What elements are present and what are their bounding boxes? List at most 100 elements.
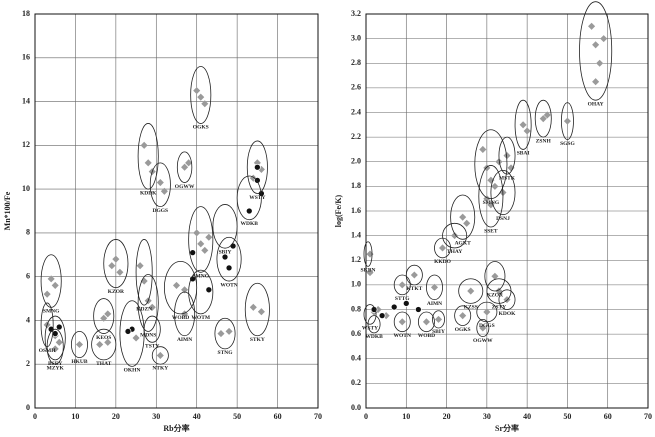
x-tick-label: 50 xyxy=(563,412,571,421)
group-label: THAY xyxy=(447,249,462,255)
group-label: WDKB xyxy=(241,221,259,227)
data-point xyxy=(140,141,148,149)
y-tick-label: 2 xyxy=(26,359,30,368)
group-ellipse xyxy=(188,206,214,273)
y-axis-label: Mn*100/Fe xyxy=(3,191,12,230)
group-label: SKBN xyxy=(361,268,376,274)
y-tick-label: 1.6 xyxy=(351,206,361,215)
y-tick-label: 3.0 xyxy=(351,33,361,42)
data-point xyxy=(181,163,189,171)
plot-frame xyxy=(34,13,319,409)
data-point xyxy=(523,127,531,135)
x-tick-label: 40 xyxy=(193,412,201,421)
group-label: TSTY xyxy=(145,344,159,350)
y-tick-label: 2.6 xyxy=(351,83,361,92)
group-label: AIMN xyxy=(427,301,442,307)
y-tick-label: 18 xyxy=(22,9,30,18)
data-point xyxy=(503,152,511,160)
data-point xyxy=(487,176,495,184)
data-point xyxy=(495,158,503,166)
data-point xyxy=(459,312,467,320)
group-label: SSET xyxy=(484,228,498,234)
group-label: SMNG xyxy=(483,200,500,206)
group-label: WOTN xyxy=(394,333,411,339)
group-label: KEOS xyxy=(96,335,111,341)
group-ellipse xyxy=(498,289,516,310)
group-ellipse xyxy=(244,282,270,337)
data-point xyxy=(132,334,140,342)
data-point xyxy=(229,242,237,250)
data-point xyxy=(390,303,398,311)
x-tick-label: 50 xyxy=(233,412,241,421)
data-point xyxy=(539,115,547,123)
data-point xyxy=(519,121,527,129)
group-label: OGWW xyxy=(175,184,195,190)
group-ellipse xyxy=(236,175,262,221)
group-ellipse xyxy=(442,222,468,249)
data-point xyxy=(156,179,164,187)
group-label: OHAY xyxy=(588,101,604,107)
data-point xyxy=(225,264,233,272)
group-label: KDOK xyxy=(499,311,517,317)
group-ellipse xyxy=(246,140,268,194)
group-label: STTG xyxy=(395,296,410,302)
group-label: DSNJ xyxy=(496,216,510,222)
group-ellipse xyxy=(490,169,516,216)
group-ellipse xyxy=(393,274,411,296)
data-point xyxy=(47,275,55,283)
group-label: THAT xyxy=(96,361,112,367)
group-label: OGKS xyxy=(193,125,209,131)
y-tick-label: 1.0 xyxy=(351,280,361,289)
data-point xyxy=(43,290,51,298)
group-ellipse xyxy=(188,269,214,315)
x-tick-label: 10 xyxy=(71,412,79,421)
data-point xyxy=(398,281,406,289)
y-tick-label: 14 xyxy=(22,96,30,105)
group-label: KZOR xyxy=(108,289,125,295)
group-ellipse xyxy=(434,237,452,259)
x-tick-label: 30 xyxy=(483,412,491,421)
data-point xyxy=(185,159,193,167)
data-point xyxy=(366,269,374,277)
y-tick-label: 12 xyxy=(22,140,30,149)
data-point xyxy=(193,87,201,95)
data-point xyxy=(112,255,120,263)
data-point xyxy=(366,250,374,258)
y-tick-label: 3.2 xyxy=(351,9,361,18)
x-tick-label: 60 xyxy=(274,412,282,421)
group-label: NTKY xyxy=(152,365,168,371)
y-tick-label: 10 xyxy=(22,184,30,193)
group-ellipse xyxy=(91,328,117,361)
group-ellipse xyxy=(484,261,506,292)
data-point xyxy=(600,35,608,43)
group-ellipse xyxy=(458,278,484,304)
group-ellipse xyxy=(70,330,88,359)
data-point xyxy=(254,163,261,171)
group-label: MZYK xyxy=(47,365,65,371)
data-point xyxy=(491,182,499,190)
group-ellipse xyxy=(534,99,552,138)
y-tick-label: 1.2 xyxy=(351,255,361,264)
x-tick-label: 0 xyxy=(33,412,37,421)
x-tick-label: 20 xyxy=(443,412,451,421)
data-point xyxy=(588,22,596,30)
group-ellipse xyxy=(474,129,508,200)
data-point xyxy=(108,262,116,270)
group-label: OKHN xyxy=(124,368,141,374)
group-label: STKY xyxy=(250,337,265,343)
data-point xyxy=(104,310,112,318)
group-label: STNG xyxy=(218,350,234,356)
group-ellipse xyxy=(476,318,490,337)
y-tick-label: 2.2 xyxy=(351,132,361,141)
group-ellipse xyxy=(137,123,159,190)
data-point xyxy=(415,306,422,313)
data-point xyxy=(479,145,487,153)
data-point xyxy=(197,93,205,101)
group-ellipse xyxy=(163,260,198,315)
data-point xyxy=(160,187,168,195)
y-tick-label: 8 xyxy=(26,228,30,237)
data-point xyxy=(592,78,600,86)
group-ellipse xyxy=(363,241,373,267)
group-label: SBAI xyxy=(517,151,530,157)
data-point xyxy=(181,286,189,294)
